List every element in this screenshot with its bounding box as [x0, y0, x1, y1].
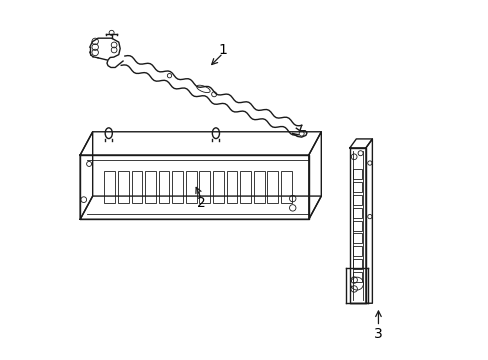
- Bar: [353, 246, 362, 256]
- Bar: [267, 171, 278, 203]
- Bar: [353, 195, 362, 205]
- Bar: [353, 272, 362, 282]
- Bar: [353, 259, 362, 269]
- Bar: [353, 221, 362, 230]
- Bar: [104, 171, 115, 203]
- Bar: [118, 171, 128, 203]
- Bar: [199, 171, 210, 203]
- Bar: [240, 171, 250, 203]
- Bar: [145, 171, 156, 203]
- Bar: [172, 171, 183, 203]
- Bar: [353, 233, 362, 243]
- Bar: [159, 171, 169, 203]
- Bar: [353, 208, 362, 218]
- Bar: [353, 169, 362, 179]
- Bar: [353, 182, 362, 192]
- Text: 1: 1: [218, 42, 227, 57]
- Text: 2: 2: [197, 196, 205, 210]
- Bar: [213, 171, 224, 203]
- Bar: [226, 171, 237, 203]
- Bar: [131, 171, 142, 203]
- Bar: [185, 171, 196, 203]
- Text: 3: 3: [373, 327, 382, 341]
- Bar: [253, 171, 264, 203]
- Bar: [281, 171, 291, 203]
